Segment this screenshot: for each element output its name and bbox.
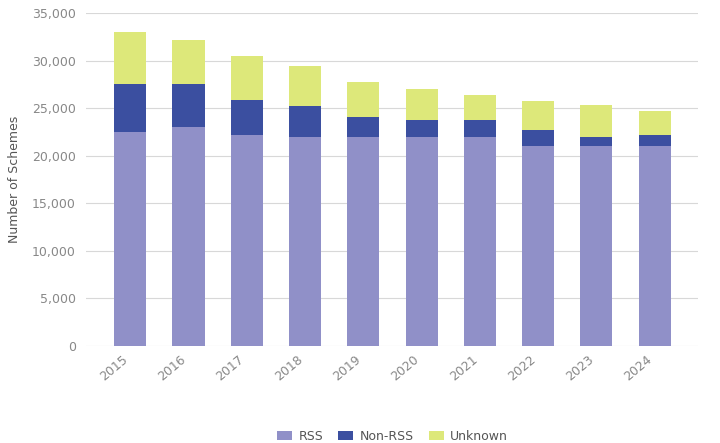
Bar xyxy=(580,105,612,137)
Bar xyxy=(289,137,321,346)
Bar xyxy=(580,137,612,146)
Bar xyxy=(173,85,204,127)
Bar xyxy=(289,106,321,137)
Bar xyxy=(114,132,146,346)
Bar xyxy=(173,127,204,346)
Bar xyxy=(464,95,496,120)
Bar xyxy=(522,101,554,130)
Bar xyxy=(580,146,612,346)
Bar xyxy=(464,137,496,346)
Bar xyxy=(639,146,670,346)
Y-axis label: Number of Schemes: Number of Schemes xyxy=(8,116,21,243)
Bar xyxy=(405,89,438,120)
Bar xyxy=(173,40,204,85)
Bar xyxy=(289,66,321,106)
Legend: RSS, Non-RSS, Unknown: RSS, Non-RSS, Unknown xyxy=(272,425,513,443)
Bar xyxy=(114,85,146,132)
Bar xyxy=(347,117,379,137)
Bar xyxy=(522,130,554,146)
Bar xyxy=(405,120,438,137)
Bar xyxy=(347,82,379,117)
Bar xyxy=(405,137,438,346)
Bar xyxy=(347,137,379,346)
Bar xyxy=(639,111,670,135)
Bar xyxy=(522,146,554,346)
Bar xyxy=(639,135,670,146)
Bar xyxy=(230,56,263,100)
Bar xyxy=(230,100,263,135)
Bar xyxy=(464,120,496,137)
Bar xyxy=(230,135,263,346)
Bar xyxy=(114,32,146,85)
